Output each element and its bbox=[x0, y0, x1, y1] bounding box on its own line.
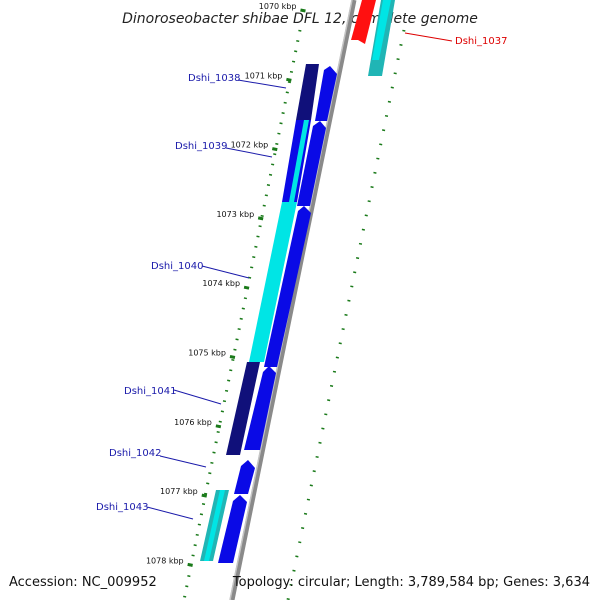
tick-1070-kbp: 1070 kbp bbox=[259, 2, 306, 13]
gene-dshi-1038[interactable] bbox=[296, 64, 337, 121]
tick-label: 1078 kbp bbox=[146, 556, 184, 565]
tick-marks: 1070 kbp 1071 kbp 1072 kbp 1073 kbp 1074 kbp… bbox=[146, 2, 306, 567]
tick-label: 1071 kbp bbox=[245, 71, 283, 80]
genome-backbone bbox=[229, 0, 357, 600]
tick-1077-kbp: 1077 kbp bbox=[160, 487, 208, 498]
tick-label: 1075 kbp bbox=[188, 349, 226, 358]
tick-label: 1074 kbp bbox=[202, 279, 240, 288]
gene-label-dshi-1040[interactable]: Dshi_1040 bbox=[151, 261, 250, 279]
tick-label: 1076 kbp bbox=[174, 418, 212, 427]
gene-label-text: Dshi_1039 bbox=[175, 141, 227, 152]
map-title: Dinoroseobacter shibae DFL 12, complete … bbox=[122, 11, 478, 27]
tick-label: 1073 kbp bbox=[216, 210, 254, 219]
gene-label-text: Dshi_1040 bbox=[151, 261, 203, 272]
gene-label-text: Dshi_1041 bbox=[124, 386, 176, 397]
gene-label-dshi-1043[interactable]: Dshi_1043 bbox=[96, 502, 194, 520]
gene-label-text: Dshi_1037 bbox=[455, 36, 507, 47]
accession-text: Accession: NC_009952 bbox=[9, 575, 157, 590]
gene-dshi-1043[interactable] bbox=[200, 490, 247, 563]
tick-1072-kbp: 1072 kbp bbox=[231, 141, 278, 152]
tick-1074-kbp: 1074 kbp bbox=[202, 279, 250, 290]
gene-label-dshi-1039[interactable]: Dshi_1039 bbox=[175, 141, 273, 158]
gene-label-text: Dshi_1042 bbox=[109, 448, 161, 459]
tick-1078-kbp: 1078 kbp bbox=[146, 556, 193, 567]
tick-label: 1070 kbp bbox=[259, 2, 297, 11]
gene-label-dshi-1037[interactable]: Dshi_1037 bbox=[404, 32, 507, 47]
tick-label: 1077 kbp bbox=[160, 487, 198, 496]
genome-summary-text: Topology: circular; Length: 3,789,584 bp… bbox=[232, 575, 590, 590]
gene-dshi-1040[interactable] bbox=[249, 202, 311, 367]
gene-dshi-1041[interactable] bbox=[226, 362, 276, 455]
gene-label-text: Dshi_1038 bbox=[188, 73, 240, 84]
tick-label: 1072 kbp bbox=[231, 141, 269, 150]
gene-label-dshi-1042[interactable]: Dshi_1042 bbox=[109, 448, 207, 468]
gene-label-text: Dshi_1043 bbox=[96, 502, 148, 513]
gene-label-dshi-1038[interactable]: Dshi_1038 bbox=[188, 73, 287, 89]
gene-dshi-1039[interactable] bbox=[282, 120, 326, 206]
tick-1076-kbp: 1076 kbp bbox=[174, 418, 222, 429]
tick-1071-kbp: 1071 kbp bbox=[245, 71, 292, 82]
gene-dshi-1037[interactable] bbox=[351, 0, 395, 76]
gene-label-dshi-1041[interactable]: Dshi_1041 bbox=[124, 386, 222, 405]
tick-1073-kbp: 1073 kbp bbox=[216, 210, 264, 221]
tick-1075-kbp: 1075 kbp bbox=[188, 349, 236, 359]
gene-dshi-1042[interactable] bbox=[234, 460, 255, 494]
outer-dotted-track bbox=[286, 29, 406, 600]
